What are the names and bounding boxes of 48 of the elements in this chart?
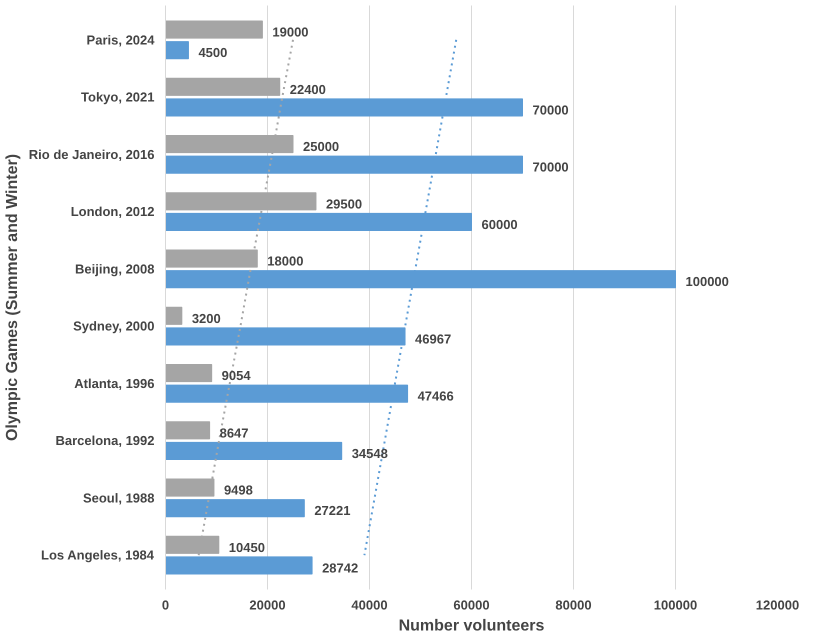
bar (166, 499, 305, 518)
x-tick-label: 80000 (555, 598, 592, 612)
y-tick-label: Sydney, 2000 (73, 318, 154, 334)
data-label: 70000 (532, 160, 569, 175)
data-label: 28742 (322, 560, 358, 576)
data-label: 10450 (228, 540, 265, 555)
x-tick-label: 0 (162, 598, 170, 612)
data-label: 19000 (272, 24, 309, 40)
y-tick-label: Atlanta, 1996 (74, 376, 154, 391)
x-tick-label: 100000 (654, 598, 698, 612)
x-axis-title: Number volunteers (398, 618, 545, 634)
data-label: 47466 (418, 388, 454, 404)
y-tick-label: Los Angeles, 1984 (41, 548, 155, 563)
data-label: 9054 (222, 368, 252, 384)
x-tick-label: 20000 (249, 598, 286, 612)
x-tick-label: 40000 (351, 598, 388, 612)
y-tick-label: Barcelona, 1992 (55, 433, 155, 448)
x-tick-label: 60000 (453, 598, 490, 612)
data-label: 9498 (224, 482, 253, 498)
bar (166, 556, 313, 575)
data-label: 27221 (314, 503, 350, 518)
data-label: 18000 (267, 254, 304, 269)
x-tick-label: 120000 (756, 598, 800, 612)
y-tick-label: Rio de Janeiro, 2016 (28, 146, 155, 162)
data-label: 8647 (220, 425, 249, 440)
bar (166, 41, 189, 60)
y-tick-label: London, 2012 (70, 204, 155, 220)
y-tick-label: Beijing, 2008 (75, 261, 155, 276)
data-label: 46967 (415, 331, 452, 346)
data-label: 60000 (482, 216, 518, 232)
bar (166, 421, 210, 440)
data-label: 34548 (352, 446, 388, 461)
bar (166, 364, 212, 382)
data-label: 22400 (290, 82, 326, 97)
bar (166, 20, 263, 39)
data-label: 100000 (686, 274, 729, 290)
y-tick-label: Tokyo, 2021 (81, 90, 155, 105)
data-label: 70000 (532, 102, 569, 118)
data-label: 25000 (303, 139, 340, 154)
y-axis-title: Olympic Games (Summer and Winter) (4, 154, 21, 442)
y-tick-label: Seoul, 1988 (82, 490, 155, 506)
data-label: 4500 (198, 45, 228, 60)
bar (166, 78, 280, 96)
bar (166, 306, 182, 325)
bar (166, 442, 342, 460)
data-label: 3200 (192, 310, 221, 326)
data-label: 29500 (326, 196, 362, 212)
y-tick-label: Paris, 2024 (86, 32, 156, 48)
